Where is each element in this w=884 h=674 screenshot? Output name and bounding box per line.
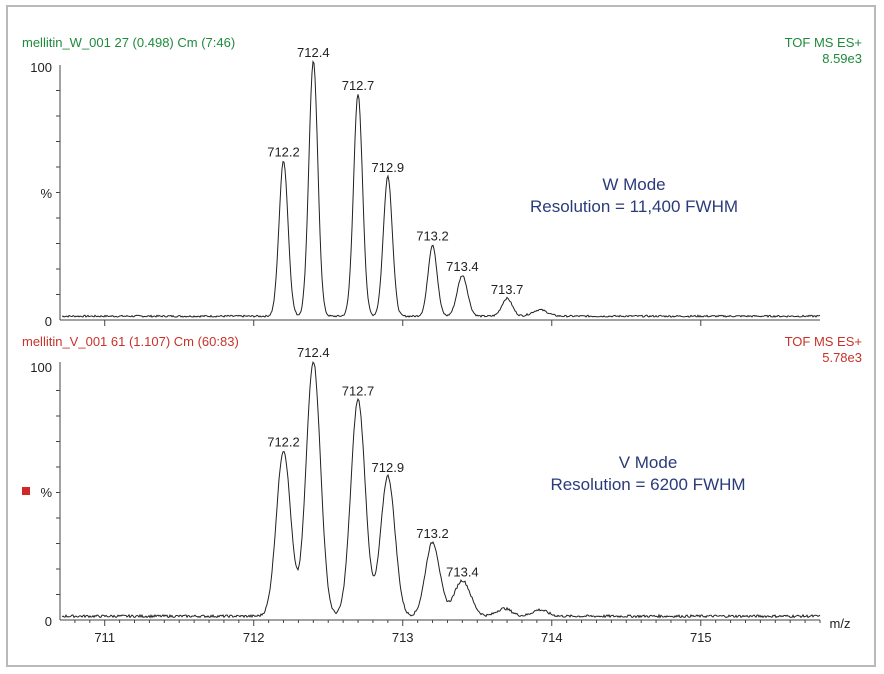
peak-label: 712.4 <box>297 345 330 360</box>
peak-label: 713.4 <box>446 259 479 274</box>
x-tick-labels: 711 712 713 714 715 <box>94 630 711 645</box>
x-tick-label: 712 <box>243 630 265 645</box>
x-tick-label: 715 <box>690 630 712 645</box>
peak-label: 712.4 <box>297 45 330 60</box>
peak-label: 712.2 <box>267 434 300 449</box>
peak-label: 712.7 <box>342 78 375 93</box>
top-panel-mode-label: TOF MS ES+ <box>785 35 862 50</box>
peak-label: 712.7 <box>342 383 375 398</box>
bottom-y-tick-100: 100 <box>30 360 52 375</box>
bottom-panel-mode-label: TOF MS ES+ <box>785 334 862 349</box>
top-y-tick-0: 0 <box>45 314 52 329</box>
bottom-x-ticks <box>74 620 821 626</box>
figure-frame <box>6 5 876 667</box>
peak-label: 713.4 <box>446 564 479 579</box>
top-x-minor-ticks <box>104 320 702 326</box>
bottom-y-minor-ticks <box>56 390 60 595</box>
top-mode-annotation: W Mode <box>602 175 665 194</box>
bottom-peak-labels: 712.2 712.4 712.7 712.9 713.2 713.4 <box>267 345 478 579</box>
top-y-label: % <box>40 186 52 201</box>
peak-label: 712.9 <box>372 460 405 475</box>
top-resolution-annotation: Resolution = 11,400 FWHM <box>530 197 738 216</box>
bottom-panel-title: mellitin_V_001 61 (1.107) Cm (60:83) <box>22 334 239 349</box>
x-tick-label: 714 <box>541 630 563 645</box>
top-peak-labels: 712.2 712.4 712.7 712.9 713.2 713.4 713.7 <box>267 45 523 297</box>
top-spectrum-trace <box>61 60 821 318</box>
bottom-y-tick-0: 0 <box>45 614 52 629</box>
peak-label: 713.2 <box>416 229 449 244</box>
bottom-panel-intensity: 5.78e3 <box>822 350 862 365</box>
peak-label: 712.9 <box>372 160 405 175</box>
peak-label: 713.7 <box>491 282 524 297</box>
peak-label: 713.2 <box>416 526 449 541</box>
x-tick-label: 711 <box>94 630 115 645</box>
bottom-spectrum-trace <box>61 361 821 619</box>
peak-label: 712.2 <box>267 145 300 160</box>
bottom-series-marker <box>22 487 30 495</box>
x-axis-label: m/z <box>830 616 851 631</box>
x-tick-label: 713 <box>392 630 414 645</box>
top-y-tick-100: 100 <box>30 60 52 75</box>
bottom-mode-annotation: V Mode <box>619 453 678 472</box>
bottom-resolution-annotation: Resolution = 6200 FWHM <box>550 475 745 494</box>
bottom-y-label: % <box>40 485 52 500</box>
top-y-minor-ticks <box>56 90 60 295</box>
top-panel-title: mellitin_W_001 27 (0.498) Cm (7:46) <box>22 35 235 50</box>
top-panel-intensity: 8.59e3 <box>822 51 862 66</box>
